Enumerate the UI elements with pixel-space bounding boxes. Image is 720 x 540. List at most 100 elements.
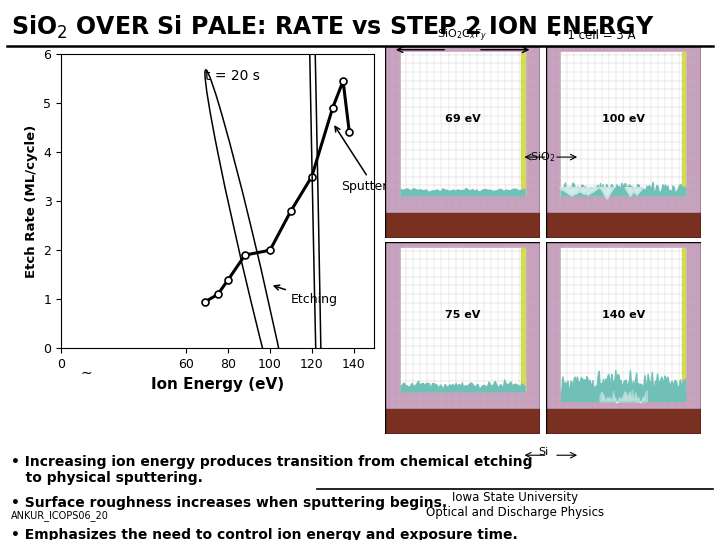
Bar xyxy=(463,46,469,55)
Bar xyxy=(484,185,491,194)
Bar xyxy=(644,408,652,416)
Bar xyxy=(441,381,449,390)
Bar xyxy=(665,81,672,90)
Bar xyxy=(644,338,652,347)
Bar xyxy=(400,251,406,259)
Bar xyxy=(456,202,463,212)
Bar xyxy=(616,268,623,277)
Bar xyxy=(567,151,574,159)
Bar xyxy=(560,185,567,194)
Bar xyxy=(658,81,665,90)
Bar xyxy=(680,107,686,116)
Bar xyxy=(449,159,456,168)
Bar xyxy=(491,168,498,177)
Bar xyxy=(567,124,574,133)
Bar xyxy=(526,312,533,320)
Bar xyxy=(413,259,420,268)
Bar xyxy=(526,107,533,116)
Bar xyxy=(546,329,553,338)
Bar xyxy=(413,399,420,408)
Bar xyxy=(602,286,609,294)
Bar xyxy=(434,329,441,338)
Bar xyxy=(413,168,420,177)
Bar xyxy=(484,364,491,373)
Bar xyxy=(498,220,505,229)
Bar xyxy=(574,185,581,194)
Bar xyxy=(595,320,602,329)
Bar xyxy=(469,242,477,251)
Bar xyxy=(602,168,609,177)
Bar xyxy=(665,202,672,212)
Bar xyxy=(637,259,644,268)
Bar xyxy=(413,185,420,194)
Bar xyxy=(588,151,595,159)
Bar xyxy=(406,151,413,159)
Bar xyxy=(519,212,526,220)
Polygon shape xyxy=(631,188,644,195)
Bar xyxy=(665,116,672,124)
Bar xyxy=(644,390,652,399)
Bar xyxy=(434,220,441,229)
Bar xyxy=(581,55,588,63)
Bar xyxy=(469,355,477,364)
Bar xyxy=(686,320,693,329)
Bar xyxy=(484,90,491,98)
Bar xyxy=(385,409,540,434)
Polygon shape xyxy=(600,188,613,195)
Bar xyxy=(602,55,609,63)
Bar xyxy=(616,381,623,390)
Bar xyxy=(686,329,693,338)
Bar xyxy=(512,90,519,98)
Bar xyxy=(574,329,581,338)
Bar xyxy=(406,408,413,416)
Bar xyxy=(505,303,512,312)
Bar xyxy=(434,168,441,177)
Bar xyxy=(491,408,498,416)
Bar xyxy=(498,286,505,294)
Bar xyxy=(686,347,693,355)
Bar xyxy=(526,133,533,141)
Bar xyxy=(400,286,406,294)
Bar xyxy=(581,338,588,347)
Bar xyxy=(441,242,449,251)
Bar xyxy=(630,159,637,168)
Bar xyxy=(533,347,540,355)
Bar xyxy=(434,355,441,364)
Bar xyxy=(602,364,609,373)
Bar xyxy=(581,364,588,373)
Bar xyxy=(512,98,519,107)
Bar xyxy=(491,46,498,55)
Bar xyxy=(420,390,428,399)
Bar xyxy=(672,229,680,238)
Bar xyxy=(672,185,680,194)
Bar xyxy=(574,373,581,381)
Text: • Surface roughness increases when sputtering begins.: • Surface roughness increases when sputt… xyxy=(11,496,447,510)
Bar xyxy=(682,52,685,195)
Bar xyxy=(406,277,413,286)
Bar xyxy=(434,133,441,141)
Bar xyxy=(546,133,553,141)
Bar xyxy=(484,151,491,159)
Bar xyxy=(420,63,428,72)
Bar xyxy=(406,81,413,90)
Text: 100 eV: 100 eV xyxy=(602,114,644,124)
Bar xyxy=(449,320,456,329)
Bar xyxy=(463,408,469,416)
Bar xyxy=(680,294,686,303)
Bar xyxy=(693,90,701,98)
Bar xyxy=(560,220,567,229)
Bar xyxy=(434,294,441,303)
Bar xyxy=(521,248,524,392)
Bar xyxy=(400,242,406,251)
Bar xyxy=(630,364,637,373)
Bar xyxy=(546,213,701,238)
Bar xyxy=(693,347,701,355)
Bar xyxy=(385,399,392,408)
Bar xyxy=(498,320,505,329)
Bar xyxy=(519,107,526,116)
Bar xyxy=(581,141,588,151)
Bar xyxy=(533,425,540,434)
Bar xyxy=(567,242,574,251)
Bar xyxy=(441,390,449,399)
Bar xyxy=(658,141,665,151)
